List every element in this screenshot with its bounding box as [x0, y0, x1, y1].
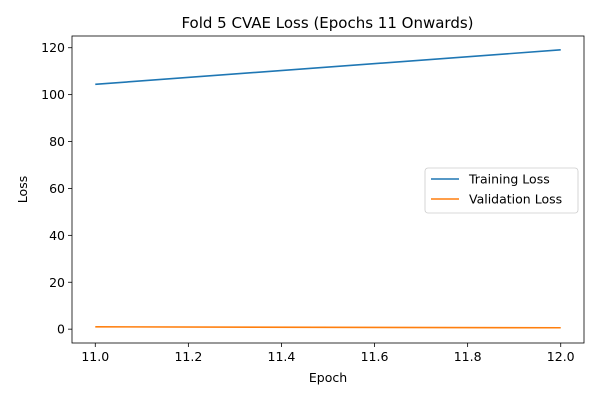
- legend-label-validation-loss: Validation Loss: [469, 192, 562, 207]
- x-axis-label: Epoch: [309, 370, 347, 385]
- y-axis-label: Loss: [15, 176, 30, 203]
- x-tick-label: 11.8: [454, 349, 482, 364]
- series-line-validation-loss: [95, 326, 561, 329]
- y-tick-label: 0: [57, 322, 65, 337]
- x-tick-label: 11.2: [174, 349, 202, 364]
- series-line-training-loss: [95, 49, 561, 86]
- plot-area: [71, 35, 585, 344]
- legend-label-training-loss: Training Loss: [468, 172, 550, 187]
- y-tick-label: 60: [49, 181, 65, 196]
- x-tick-label: 11.6: [361, 349, 389, 364]
- y-tick-label: 40: [49, 228, 65, 243]
- y-tick-label: 100: [41, 87, 65, 102]
- plot-frame: [71, 35, 585, 344]
- x-tick-label: 11.4: [268, 349, 296, 364]
- x-tick-label: 12.0: [547, 349, 575, 364]
- y-tick-label: 20: [49, 275, 65, 290]
- y-axis-ticks: 0 20 40 60 80 100 120: [41, 40, 72, 337]
- chart-title: Fold 5 CVAE Loss (Epochs 11 Onwards): [181, 14, 473, 32]
- series-layer: [95, 49, 561, 329]
- legend-frame: [424, 167, 579, 214]
- x-tick-label: 11.0: [81, 349, 109, 364]
- y-tick-label: 120: [41, 40, 65, 55]
- legend: Training Loss Validation Loss: [424, 167, 579, 214]
- x-axis-ticks: 11.0 11.2 11.4 11.6 11.8 12.0: [81, 343, 575, 364]
- y-tick-label: 80: [49, 134, 65, 149]
